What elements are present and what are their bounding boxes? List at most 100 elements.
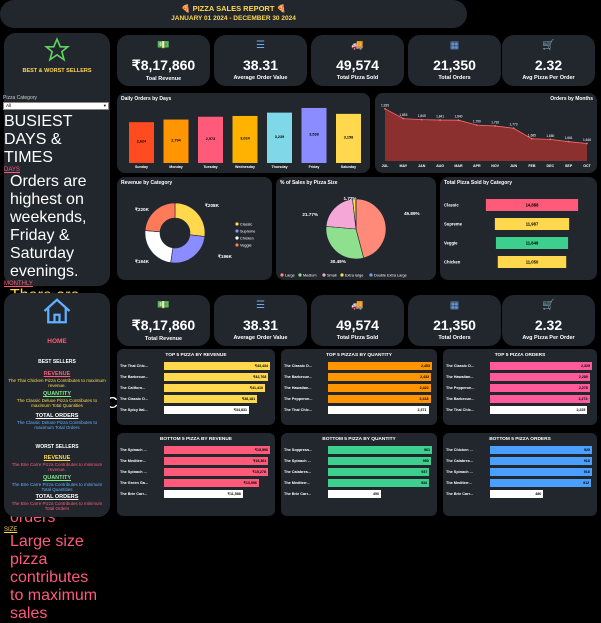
legend-swatch bbox=[235, 222, 238, 225]
data-label: 934 bbox=[421, 481, 427, 485]
tick-label: The Spinach ... bbox=[120, 448, 160, 452]
data-point bbox=[402, 118, 404, 120]
kpi-value: 49,574 bbox=[311, 317, 404, 333]
best-qty-text: The Classic Deluxe Pizza Contributes to … bbox=[4, 398, 110, 408]
cart-icon: 🛒 bbox=[502, 40, 595, 54]
kpi-label: Total Revenue bbox=[117, 336, 210, 342]
tick-label: The Barbecue... bbox=[284, 375, 324, 379]
bar: 2,422 bbox=[328, 384, 431, 392]
legend-label: Large bbox=[285, 274, 295, 278]
bar-row: The Classic D...2,329 bbox=[446, 362, 594, 371]
data-point bbox=[568, 141, 570, 143]
data-label: 11,649 bbox=[526, 241, 539, 246]
bar: ₹15,361 bbox=[164, 457, 268, 465]
kpi-revenue: 💵 ₹8,17,860 Toal Revenue bbox=[117, 35, 210, 86]
data-label: 480 bbox=[535, 492, 541, 496]
slice bbox=[145, 203, 175, 232]
data-label: 1,935 bbox=[381, 103, 389, 107]
legend-swatch bbox=[235, 243, 238, 246]
bar-row: The Spinach ...950 bbox=[284, 457, 434, 466]
data-label: 2,794 bbox=[171, 138, 181, 142]
tick-label: The Pepperon... bbox=[284, 397, 324, 401]
data-label: 912 bbox=[583, 481, 589, 485]
bar-row: The Barbecue...2,273 bbox=[446, 395, 594, 404]
data-label: 14,888 bbox=[526, 203, 539, 208]
data-label: ₹41,410 bbox=[250, 386, 263, 390]
bar-row: The Soppress... 961 bbox=[284, 446, 434, 455]
data-label: 2,273 bbox=[579, 397, 588, 401]
tick-label: The Brie Carr... bbox=[120, 492, 160, 496]
data-label: 2,371 bbox=[418, 408, 427, 412]
cash-icon: 💵 bbox=[117, 300, 210, 314]
legend-swatch bbox=[369, 273, 372, 276]
best-orders-title: TOTAL ORDERS bbox=[4, 413, 110, 419]
best-orders-text: The Classic Deluxe Pizza Contributes to … bbox=[4, 420, 110, 430]
data-label: 1,799 bbox=[473, 120, 481, 124]
data-label: ₹42,768 bbox=[253, 375, 266, 379]
slice-label: ₹194K bbox=[135, 259, 150, 264]
star-icon[interactable] bbox=[4, 37, 110, 65]
legend-swatch bbox=[280, 273, 283, 276]
kpi-value: 49,574 bbox=[311, 57, 404, 73]
tick-label: The Spinach ... bbox=[284, 459, 324, 463]
tick-label: The Mediterr... bbox=[284, 481, 324, 485]
best-title: BEST SELLERS bbox=[4, 359, 110, 365]
chart-title: BOTTOM 5 PIZZA BY QUANTITY bbox=[281, 437, 437, 442]
bar-row: The Californ...₹41,410 bbox=[120, 384, 272, 393]
bar-row: The Mediterr... 934 bbox=[284, 479, 434, 488]
kpi-value: ₹8,17,860 bbox=[117, 57, 210, 74]
worst-qty-text: The Brie Carre Pizza Contributes to mini… bbox=[4, 482, 110, 492]
bar: 2,273 bbox=[490, 395, 590, 403]
list-icon: ☰ bbox=[214, 40, 307, 54]
data-point bbox=[549, 139, 551, 141]
tick-label: The Classic D... bbox=[446, 364, 486, 368]
data-label: 2,280 bbox=[579, 375, 588, 379]
busiest-title: BUSIEST DAYS & TIMES bbox=[4, 113, 110, 167]
data-label: ₹38,181 bbox=[242, 397, 255, 401]
tick-label: JUN bbox=[510, 164, 518, 168]
tick-label: AUG bbox=[436, 164, 444, 168]
bar-row: The Calabres...918 bbox=[446, 457, 594, 466]
bar: ₹15,278 bbox=[164, 468, 268, 476]
tick-label: Veggie bbox=[444, 241, 458, 246]
bar-row: The Spinach ...₹15,596 bbox=[120, 446, 272, 455]
bar: 2,453 bbox=[328, 362, 432, 370]
grid-icon: ▦ bbox=[408, 40, 501, 54]
tick-label: The Soppress... bbox=[284, 448, 324, 452]
legend-label: Chicken bbox=[240, 237, 254, 241]
list-icon: ☰ bbox=[214, 300, 307, 314]
tick-label: The Mediterr... bbox=[120, 459, 160, 463]
chevron-down-icon: ▾ bbox=[104, 103, 106, 109]
report-title: PIZZA SALES REPORT bbox=[193, 4, 275, 13]
bar: ₹42,768 bbox=[164, 373, 268, 381]
tick-label: The Classic D... bbox=[120, 397, 160, 401]
category-filter-select[interactable]: All ▾ bbox=[3, 102, 109, 110]
home-button[interactable]: HOME bbox=[4, 338, 110, 345]
size-sales-chart: % of Sales by Pizza Size 45.89%30.49%21.… bbox=[276, 177, 436, 280]
tick-label: MAY bbox=[400, 164, 408, 168]
bar-row: The Mediterr... ₹15,361 bbox=[120, 457, 272, 466]
filter-value: All bbox=[6, 103, 11, 108]
data-point bbox=[531, 138, 533, 140]
worst-orders-title: TOTAL ORDERS bbox=[4, 494, 110, 500]
data-label: 1,853 bbox=[399, 113, 407, 117]
truck-icon: 🚚 bbox=[311, 40, 404, 54]
legend-label: Veggie bbox=[240, 244, 252, 248]
home-icon[interactable] bbox=[4, 297, 110, 327]
data-label: 3,538 bbox=[309, 132, 319, 136]
kpi2-aov: ☰ 38.31 Average Order Value bbox=[214, 295, 307, 346]
bar-row: The Pepperon...2,418 bbox=[284, 395, 434, 404]
data-point bbox=[494, 125, 496, 127]
bar: 961 bbox=[328, 446, 432, 454]
revenue-category-svg: ₹220K₹208K₹196K₹194KClassicSupremeChicke… bbox=[117, 177, 272, 280]
chart-title: TOP 5 PIZZA ORDERS bbox=[443, 353, 597, 358]
tick-label: The Pepperon... bbox=[446, 386, 486, 390]
kpi-value: 21,350 bbox=[408, 317, 501, 333]
tick-label: OCT bbox=[583, 164, 591, 168]
slice-label: 30.49% bbox=[330, 259, 346, 264]
best-worst-button[interactable]: BEST & WORST SELLERS bbox=[4, 68, 110, 74]
data-point bbox=[384, 108, 386, 110]
bar: 2,280 bbox=[490, 373, 590, 381]
